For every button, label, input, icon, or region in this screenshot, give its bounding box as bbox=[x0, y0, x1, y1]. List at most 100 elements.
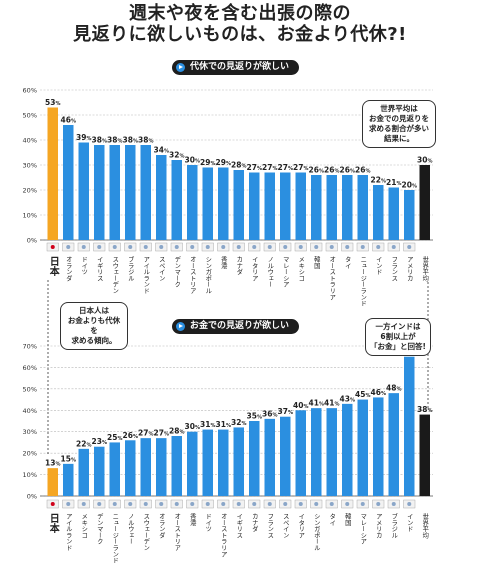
flag-icon-mark bbox=[329, 502, 334, 506]
data-label: 39% bbox=[76, 133, 91, 142]
y-tick-label: 30% bbox=[23, 428, 37, 436]
data-label: 13% bbox=[45, 459, 60, 468]
flag-icon-mark bbox=[252, 502, 257, 506]
chart-daikyu: 0% 10% 20% 30% 40% 50% 60% 53% 日本 46% オランダ 39% ドイツ 38… bbox=[23, 87, 433, 306]
y-tick-label: 0% bbox=[27, 237, 37, 245]
bar bbox=[264, 172, 275, 240]
data-label: 32% bbox=[169, 151, 184, 160]
data-label: 23% bbox=[92, 437, 107, 446]
bar bbox=[47, 468, 58, 496]
note-india-line: 「お金」と回答! bbox=[370, 342, 426, 351]
data-label: 22% bbox=[371, 176, 386, 185]
x-tick-label: オーストラリア bbox=[220, 513, 227, 558]
bar bbox=[388, 187, 399, 240]
x-tick-label: メキシコ bbox=[297, 256, 304, 281]
data-label: 27% bbox=[247, 163, 262, 172]
flag-icon-mark bbox=[236, 502, 241, 506]
data-label: 20% bbox=[402, 181, 417, 190]
x-tick-label: スウェーデン bbox=[142, 513, 149, 551]
flag-icon-mark bbox=[345, 502, 350, 506]
data-label: 26% bbox=[309, 166, 324, 175]
data-label: 27% bbox=[278, 163, 293, 172]
y-tick-label: 10% bbox=[23, 471, 37, 479]
data-label: 30% bbox=[185, 156, 200, 165]
bar bbox=[249, 172, 260, 240]
x-tick-label: 香港 bbox=[189, 512, 196, 527]
y-tick-label: 70% bbox=[23, 343, 37, 351]
x-tick-label: ノルウェー bbox=[127, 513, 134, 545]
flag-icon-mark bbox=[97, 245, 102, 249]
flag-icon-mark bbox=[391, 245, 396, 249]
data-label: 34% bbox=[154, 146, 169, 155]
flag-icon-mark bbox=[128, 502, 133, 506]
y-tick-label: 60% bbox=[23, 87, 37, 95]
x-tick-label: インド bbox=[406, 513, 413, 532]
bar bbox=[264, 418, 275, 496]
x-tick-label: デンマーク bbox=[96, 512, 103, 545]
bar bbox=[326, 175, 337, 240]
flag-icon-mark bbox=[407, 245, 412, 249]
chart2-title: お金での見返りが欲しい bbox=[190, 321, 290, 331]
bar bbox=[342, 175, 353, 240]
bar bbox=[326, 408, 337, 496]
note-world-line: 求める割合が多い bbox=[369, 124, 429, 133]
bar bbox=[63, 125, 74, 240]
x-tick-label: ブラジル bbox=[127, 255, 134, 282]
flag-icon-mark bbox=[376, 502, 381, 506]
bar bbox=[94, 446, 105, 496]
x-tick-label: フランス bbox=[390, 256, 397, 282]
bar bbox=[156, 155, 167, 240]
data-label: 15% bbox=[61, 454, 76, 463]
flag-icon-mark bbox=[360, 245, 365, 249]
bar bbox=[202, 429, 213, 496]
x-tick-label: インド bbox=[375, 256, 382, 275]
data-label: 30% bbox=[185, 422, 200, 431]
bar bbox=[404, 356, 415, 496]
x-tick-label: オーストリア bbox=[189, 256, 196, 294]
chart-okane: 0% 10% 20% 30% 40% 50% 60% 70% 13% 日本 15% アイルランド 22%… bbox=[23, 343, 433, 563]
data-label: 38% bbox=[92, 136, 107, 145]
data-label: 29% bbox=[216, 158, 231, 167]
data-label: 45% bbox=[355, 390, 370, 399]
bar bbox=[311, 175, 322, 240]
x-tick-label: オーストリア bbox=[173, 513, 180, 551]
bar bbox=[373, 397, 384, 496]
data-label: 28% bbox=[231, 161, 246, 170]
x-tick-label: 香港 bbox=[220, 255, 227, 270]
y-tick-label: 60% bbox=[23, 364, 37, 372]
x-tick-label: スペイン bbox=[158, 256, 165, 282]
x-tick-label: 日本 bbox=[47, 256, 59, 277]
bar bbox=[218, 429, 229, 496]
flag-icon-mark bbox=[97, 502, 102, 506]
flag-icon-mark bbox=[143, 502, 148, 506]
data-label: 41% bbox=[324, 399, 339, 408]
bar bbox=[280, 416, 291, 496]
x-tick-label: 日本 bbox=[47, 513, 59, 534]
note-india: 一方インドは 6割以上が 「お金」と回答! bbox=[365, 318, 431, 356]
x-tick-label: スペイン bbox=[282, 513, 289, 539]
x-tick-label: 韓国 bbox=[313, 255, 320, 270]
bar bbox=[78, 142, 89, 240]
x-tick-label: 世界平均 bbox=[421, 255, 428, 283]
flag-icon-mark bbox=[174, 502, 179, 506]
title-line-1: 週末や夜を含む出張の際の bbox=[129, 3, 351, 24]
data-label: 27% bbox=[262, 163, 277, 172]
bar bbox=[280, 172, 291, 240]
x-tick-label: アイルランド bbox=[65, 513, 72, 551]
data-label: 27% bbox=[154, 429, 169, 438]
chart2-title-pill: お金での見返りが欲しい bbox=[172, 319, 300, 334]
data-label: 27% bbox=[138, 429, 153, 438]
chart1-title-pill: 代休での見返りが欲しい bbox=[172, 60, 300, 75]
bar bbox=[218, 167, 229, 240]
bar bbox=[202, 167, 213, 240]
flag-icon-mark bbox=[221, 245, 226, 249]
flag-icon-mark bbox=[190, 502, 195, 506]
flag-icon-mark bbox=[205, 245, 210, 249]
flag-icon-mark bbox=[205, 502, 210, 506]
bar bbox=[125, 145, 136, 240]
data-label: 38% bbox=[107, 136, 122, 145]
data-label: 28% bbox=[169, 427, 184, 436]
x-tick-label: イギリス bbox=[96, 256, 103, 281]
data-label: 46% bbox=[371, 388, 386, 397]
note-japan-line: お金よりも代休を bbox=[67, 316, 121, 335]
